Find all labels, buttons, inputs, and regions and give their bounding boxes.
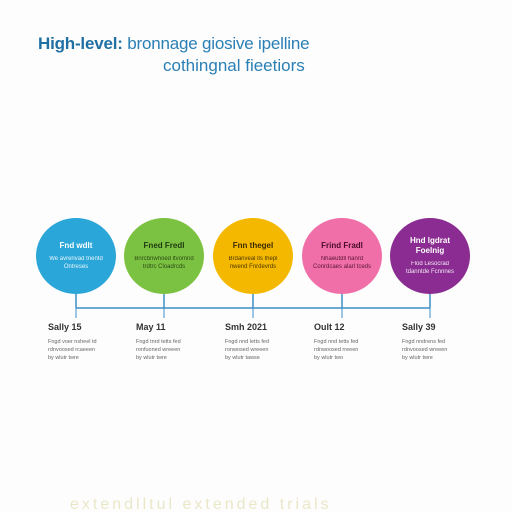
- milestone-circle-1: Fnd wdlt We avrerivad tnentd Ontreses: [36, 218, 116, 294]
- milestone-description: Flod Lesocrad tdanntde Fcnnnes: [405, 261, 455, 275]
- milestone-note-line: Fngd nnd tetts fed: [314, 339, 359, 345]
- milestone-date: Oult 12: [314, 322, 345, 332]
- title-rest: bronnage giosive ipelline: [122, 34, 310, 53]
- milestone-note-line: Fngd nndrens fed: [402, 339, 446, 345]
- milestone-circle-3: Fnn thegel Brdanveal lls Ihepl nwend Fnr…: [213, 218, 293, 294]
- milestone-note-line: ronwosed wreeen: [225, 347, 269, 353]
- milestone-circle-2: Fned Fredl Bnrcbnwnoed ltvomnd trdtrc Cl…: [124, 218, 204, 294]
- milestone-date-block-5: Sally 39 Fngd nndrens fed rdnvoosed wree…: [402, 322, 484, 362]
- milestone-date-block-1: Sally 15 Fngd voer nsheel td rdnvoosed r…: [48, 322, 130, 362]
- milestone-note-line: ronfuoned wreeen: [136, 347, 181, 353]
- milestone-note-line: rdnwoosed rreeen: [314, 347, 359, 353]
- milestone-note-line: rdnvoosed wreeen: [402, 347, 448, 353]
- milestone-title: Hnd lgdrat Foelnig: [410, 236, 450, 255]
- page-title: High-level: bronnage giosive ipelline: [38, 34, 310, 54]
- milestone-date: Smh 2021: [225, 322, 268, 332]
- milestone-note-line: by wlutr twre: [402, 355, 433, 361]
- milestone-date-block-4: Oult 12 Fngd nnd tetts fed rdnwoosed rre…: [314, 322, 396, 362]
- milestone-note-line: by wlutr twre: [136, 355, 167, 361]
- milestone-note-line: Fngd voer nsheel td: [48, 339, 97, 345]
- page-subtitle: cothingnal fieetiors: [163, 56, 305, 75]
- milestone-date: Sally 39: [402, 322, 436, 332]
- milestone-description: Brdanveal lls Ihepl nwend Fnrdevrds: [228, 256, 278, 270]
- title-strong: High-level:: [38, 34, 123, 53]
- milestone-description: Nhaeutdll hanrd Conrdcaes alarl tceds: [312, 256, 372, 270]
- milestone-note-line: rdnvoosed rcaeeen: [48, 347, 96, 353]
- milestone-description: We avrerivad tnentd Ontreses: [49, 256, 103, 270]
- milestone-date-block-2: May 11 Fngd tnrd tetts fed ronfuoned wre…: [136, 322, 218, 362]
- footer-faded-text: extendlltul extended trials: [70, 496, 332, 512]
- milestone-circle-4: Frind Fradl Nhaeutdll hanrd Conrdcaes al…: [302, 218, 382, 294]
- milestone-date: May 11: [136, 322, 166, 332]
- milestone-note-line: by wlutr two: [314, 355, 344, 361]
- milestone-date-block-3: Smh 2021 Fngd nnd letts fed ronwosed wre…: [225, 322, 307, 362]
- milestone-note-line: Fngd nnd letts fed: [225, 339, 270, 345]
- milestone-title: Fned Fredl: [143, 241, 185, 250]
- milestone-description: Bnrcbnwnoed ltvomnd trdtrc Cloadrcds: [134, 256, 194, 270]
- milestone-date: Sally 15: [48, 322, 82, 332]
- milestone-note-line: Fngd tnrd tetts fed: [136, 339, 181, 345]
- milestone-title: Fnd wdlt: [59, 241, 93, 250]
- milestone-note-line: by wlutr tawse: [225, 355, 260, 361]
- milestone-note-line: by wlutr twre: [48, 355, 79, 361]
- milestone-title: Fnn thegel: [232, 241, 274, 250]
- milestone-title: Frind Fradl: [321, 241, 363, 250]
- milestone-circle-5: Hnd lgdrat Foelnig Flod Lesocrad tdanntd…: [390, 218, 470, 294]
